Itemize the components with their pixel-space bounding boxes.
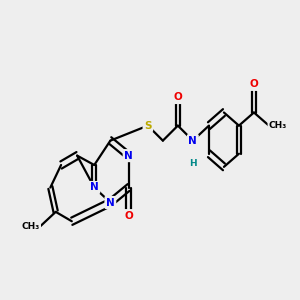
Text: N: N	[106, 197, 115, 208]
Text: CH₃: CH₃	[21, 222, 40, 231]
Text: O: O	[173, 92, 182, 103]
Text: N: N	[188, 136, 197, 146]
Text: H: H	[189, 159, 197, 168]
Text: O: O	[124, 211, 133, 220]
Text: CH₃: CH₃	[269, 121, 287, 130]
Text: S: S	[144, 121, 152, 130]
Text: O: O	[250, 80, 258, 89]
Text: N: N	[90, 182, 99, 193]
Text: N: N	[124, 151, 133, 160]
